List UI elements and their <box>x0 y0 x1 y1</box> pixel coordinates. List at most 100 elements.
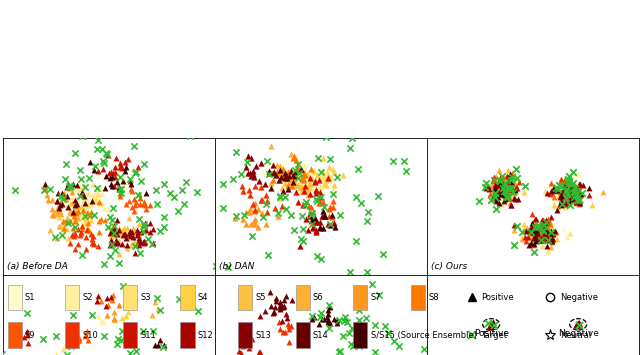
Point <box>0 351 7 355</box>
Point <box>168 194 179 200</box>
Point <box>315 219 325 225</box>
Point <box>108 205 118 211</box>
Point <box>563 189 573 194</box>
Point <box>63 204 73 210</box>
Point <box>545 230 555 236</box>
Point <box>117 233 127 238</box>
Point <box>344 330 355 336</box>
Point <box>76 229 86 235</box>
Point <box>72 201 83 207</box>
Point <box>273 214 283 219</box>
Point <box>575 200 586 206</box>
Point <box>81 328 92 333</box>
Point <box>62 204 72 210</box>
Point <box>502 190 513 196</box>
Point <box>552 187 562 193</box>
Point <box>526 229 536 235</box>
Point <box>22 310 32 316</box>
Point <box>83 226 93 232</box>
Point <box>64 185 74 191</box>
Point <box>19 334 29 340</box>
Point <box>315 225 325 231</box>
Point <box>290 168 300 173</box>
Point <box>100 175 111 180</box>
Point <box>521 228 531 234</box>
Point <box>521 238 531 244</box>
Point <box>300 186 310 191</box>
Point <box>310 180 320 185</box>
Point <box>517 236 527 241</box>
Point <box>488 322 499 328</box>
Point <box>522 236 532 241</box>
Point <box>246 173 256 179</box>
Point <box>72 186 83 192</box>
Point <box>528 221 538 226</box>
Point <box>540 217 550 223</box>
Point <box>494 190 504 196</box>
Point <box>499 185 509 190</box>
Point <box>575 192 585 198</box>
Point <box>572 197 582 202</box>
Point <box>275 163 285 169</box>
Bar <box>123 285 137 310</box>
Point <box>271 298 281 304</box>
Point <box>97 191 107 197</box>
Point <box>268 309 278 315</box>
Point <box>495 181 506 186</box>
Point <box>532 224 543 230</box>
Point <box>527 224 538 229</box>
Point <box>323 319 333 325</box>
Text: S/S15 (Source Ensemble): S/S15 (Source Ensemble) <box>371 331 477 339</box>
Point <box>116 241 127 246</box>
Point <box>133 164 143 170</box>
Point <box>159 342 170 348</box>
Point <box>499 196 509 202</box>
Point <box>557 202 568 207</box>
Point <box>498 185 508 191</box>
Point <box>556 189 566 195</box>
Point <box>102 295 112 301</box>
Point <box>52 198 62 204</box>
Point <box>279 303 289 308</box>
Point <box>506 184 516 190</box>
Point <box>323 221 333 227</box>
Point <box>300 169 310 174</box>
Point <box>563 190 573 196</box>
Bar <box>180 285 195 310</box>
Point <box>297 184 307 190</box>
Point <box>561 179 572 185</box>
Point <box>536 221 546 226</box>
Point <box>532 230 543 236</box>
Point <box>81 226 92 231</box>
Point <box>284 174 294 179</box>
Point <box>317 213 327 219</box>
Point <box>508 190 518 195</box>
Point <box>563 176 573 182</box>
Point <box>118 179 128 184</box>
Point <box>53 223 63 229</box>
Point <box>250 208 260 213</box>
Point <box>255 349 266 355</box>
Point <box>547 236 557 242</box>
Point <box>79 192 89 198</box>
Point <box>318 199 328 205</box>
Point <box>506 202 516 208</box>
Point <box>230 213 241 218</box>
Point <box>539 237 549 243</box>
Point <box>504 172 514 178</box>
Point <box>351 194 361 200</box>
Point <box>116 164 126 169</box>
Point <box>112 179 122 185</box>
Point <box>558 193 568 199</box>
Point <box>84 201 95 207</box>
Point <box>531 238 541 244</box>
Point <box>306 212 316 218</box>
Point <box>77 222 87 227</box>
Point <box>85 159 95 165</box>
Point <box>156 228 166 233</box>
Point <box>107 229 117 234</box>
Point <box>250 216 260 222</box>
Point <box>250 183 260 189</box>
Point <box>275 171 285 177</box>
Point <box>566 187 576 193</box>
